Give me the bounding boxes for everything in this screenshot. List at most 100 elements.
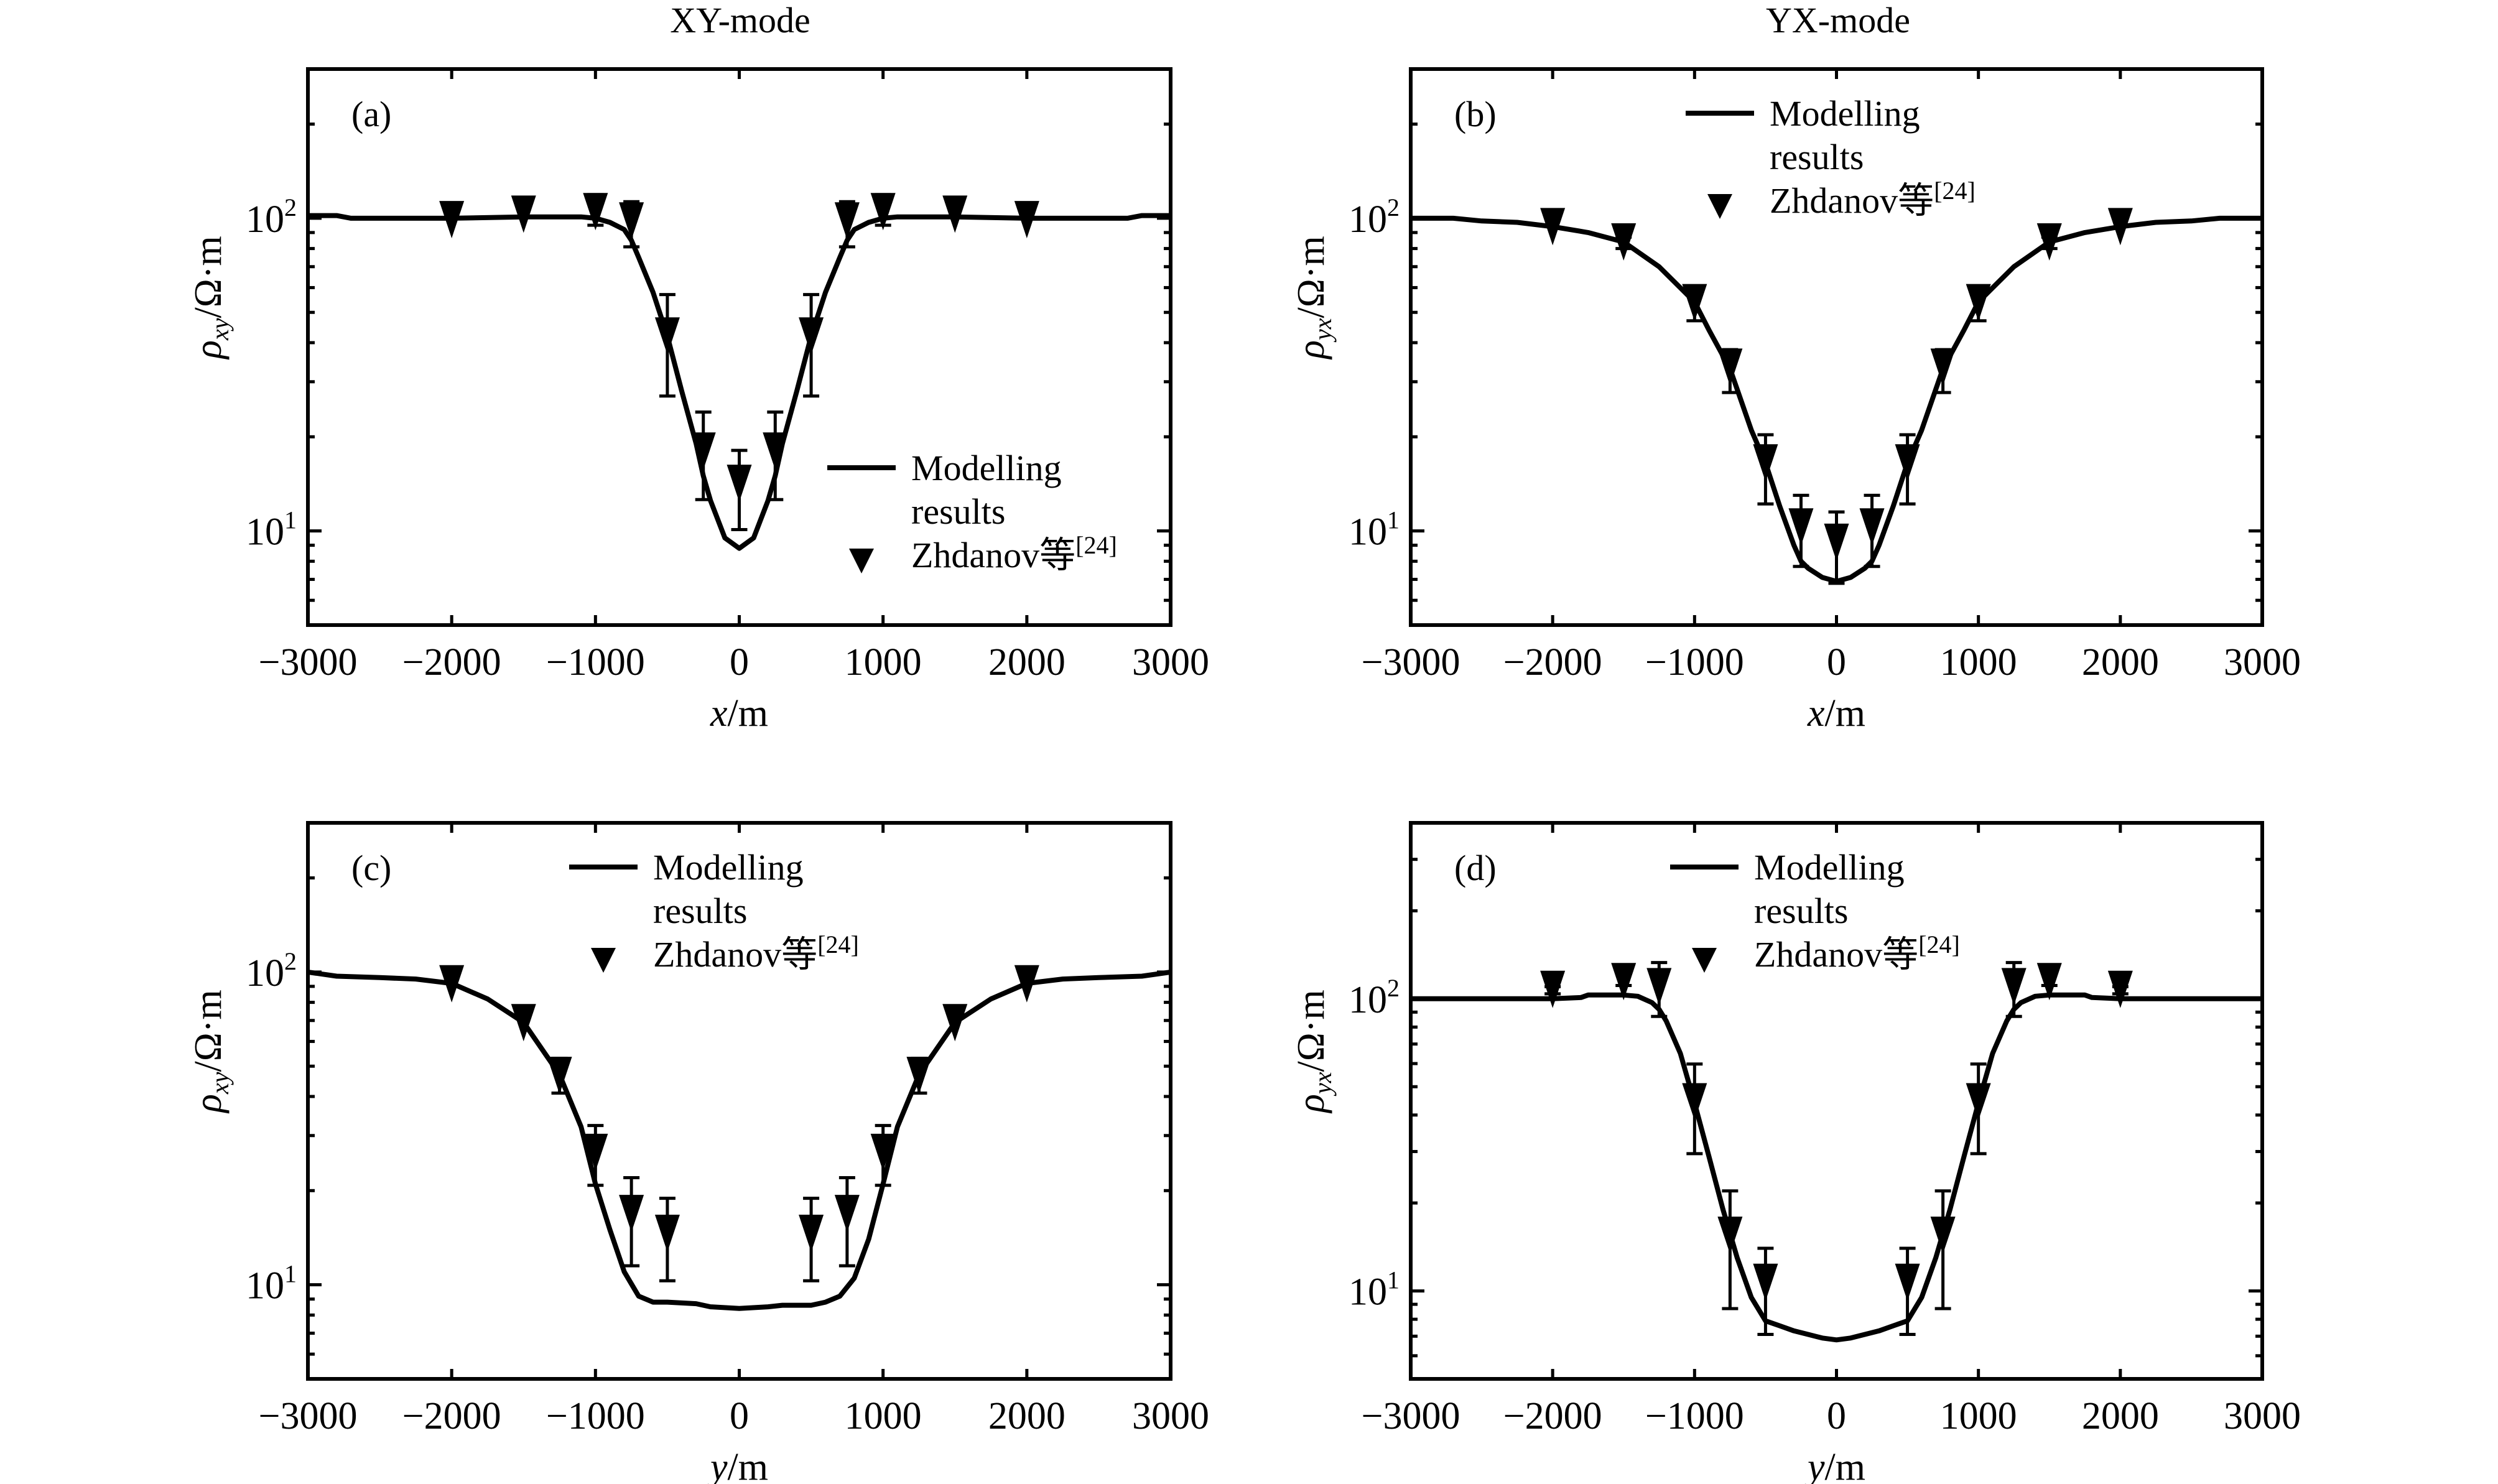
y-tick-label: 101 <box>246 506 297 554</box>
x-tick-label: −3000 <box>1362 1395 1460 1437</box>
legend-marker-reference: [24] <box>817 930 859 958</box>
data-point-triangle <box>870 1133 896 1171</box>
y-tick-label: 101 <box>1349 506 1400 554</box>
x-tick-label: 3000 <box>1132 641 1209 684</box>
legend-marker-swatch <box>1692 948 1717 973</box>
data-point-triangle <box>583 1133 608 1171</box>
x-tick-label: 1000 <box>1940 1395 2017 1437</box>
data-point-triangle <box>1966 284 1991 322</box>
y-tick-exponent: 2 <box>1387 974 1400 1002</box>
panel-label: (c) <box>351 848 391 888</box>
data-point-triangle <box>1966 1083 1991 1121</box>
column-title-xy-mode: XY-mode <box>670 0 810 40</box>
y-axis-unit: /Ω·m <box>1290 990 1332 1072</box>
y-axis-label: ρyx/Ω·m <box>1290 236 1337 359</box>
y-tick-base: 10 <box>246 952 284 995</box>
data-point-triangle <box>1930 348 1956 386</box>
data-point-triangle <box>763 432 788 470</box>
legend-marker-reference: [24] <box>1934 177 1976 205</box>
legend-label-results: results <box>653 891 747 931</box>
y-tick-exponent: 2 <box>284 947 297 975</box>
modelling-curve <box>1411 992 2262 1343</box>
data-point-triangle <box>1717 1217 1743 1254</box>
legend-label-results: results <box>1770 137 1864 177</box>
legend-marker-name: Zhdanov等 <box>911 535 1075 575</box>
x-tick-label: 2000 <box>988 1395 1066 1437</box>
data-point-triangle <box>547 1057 572 1095</box>
legend-label-zhdanov: Zhdanov等[24] <box>1770 177 1976 221</box>
x-tick-label: 0 <box>730 641 749 684</box>
x-tick-label: −2000 <box>1503 641 1602 684</box>
y-axis-unit: /Ω·m <box>187 990 230 1072</box>
y-axis-variable: ρ <box>187 340 230 360</box>
data-point-triangle <box>619 1195 644 1233</box>
data-point-triangle <box>654 1215 680 1253</box>
x-tick-label: 3000 <box>2224 641 2301 684</box>
data-point-triangle <box>1014 965 1039 1003</box>
panel-a: −3000 −2000 −1000 0 1000 2000 3000101102(a)x/m… <box>187 67 1209 735</box>
y-axis-label: ρxy/Ω·m <box>187 990 234 1113</box>
x-tick-label: 2000 <box>2082 641 2159 684</box>
y-axis-unit: /Ω·m <box>187 236 230 318</box>
x-axis-unit: /m <box>728 1446 768 1484</box>
y-axis-subscript: xy <box>206 1072 234 1095</box>
data-point-triangle <box>511 195 536 233</box>
y-tick-label: 102 <box>1349 193 1400 241</box>
data-point-triangle <box>942 1004 968 1042</box>
y-tick-base: 10 <box>1349 1271 1387 1314</box>
y-tick-exponent: 2 <box>284 193 297 221</box>
x-tick-label: 0 <box>730 1395 749 1437</box>
x-axis-label: y/m <box>1804 1446 1865 1484</box>
data-point-triangle <box>2107 208 2133 246</box>
axes-frame <box>1409 821 2264 1381</box>
data-point-triangle <box>834 202 860 240</box>
y-axis-variable: ρ <box>187 1094 230 1114</box>
legend-label-results: results <box>1754 891 1848 931</box>
x-tick-label: −2000 <box>402 1395 501 1437</box>
y-tick-label: 102 <box>1349 974 1400 1021</box>
x-axis-variable: y <box>707 1446 728 1484</box>
data-point-triangle <box>799 317 824 355</box>
x-tick-label: 0 <box>1827 1395 1846 1437</box>
panel-b: −3000 −2000 −1000 0 1000 2000 3000101102(b)x/m… <box>1290 67 2301 735</box>
data-point-triangle <box>834 1195 860 1233</box>
data-layer <box>308 193 1171 551</box>
data-point-triangle <box>654 317 680 355</box>
data-point-triangle <box>1930 1217 1956 1254</box>
y-axis-variable: ρ <box>1290 340 1332 360</box>
data-point-triangle <box>1682 1083 1707 1121</box>
y-tick-base: 10 <box>1349 511 1387 554</box>
data-point-triangle <box>1717 348 1743 386</box>
y-axis-label: ρxy/Ω·m <box>187 236 234 359</box>
legend-label-results: results <box>911 491 1005 532</box>
data-point-triangle <box>439 965 465 1003</box>
x-tick-label: 2000 <box>988 641 1066 684</box>
x-tick-label: 3000 <box>2224 1395 2301 1437</box>
data-layer <box>308 965 1171 1311</box>
axes-frame <box>1409 67 2264 627</box>
x-tick-label: −3000 <box>259 641 358 684</box>
data-point-triangle <box>1859 508 1885 546</box>
x-tick-label: −1000 <box>1645 1395 1744 1437</box>
x-tick-label: −2000 <box>402 641 501 684</box>
data-point-triangle <box>1682 284 1707 322</box>
legend-marker-reference: [24] <box>1918 930 1960 958</box>
axes-frame <box>306 821 1172 1381</box>
data-point-triangle <box>690 432 716 470</box>
x-tick-label: −1000 <box>546 641 645 684</box>
panel-d: −3000 −2000 −1000 0 1000 2000 3000101102(d)y/m… <box>1290 821 2301 1484</box>
legend-marker-name: Zhdanov等 <box>653 934 817 975</box>
x-tick-label: 1000 <box>845 641 922 684</box>
x-tick-label: 2000 <box>2082 1395 2159 1437</box>
data-point-triangle <box>1788 508 1814 546</box>
legend-label-modelling: Modelling <box>1770 93 1920 134</box>
legend-label-modelling: Modelling <box>653 847 804 888</box>
y-tick-label: 102 <box>246 947 297 995</box>
x-tick-label: −2000 <box>1503 1395 1602 1437</box>
y-axis-subscript: yx <box>1309 1072 1337 1097</box>
data-point-triangle <box>1611 963 1637 1001</box>
legend-marker-swatch <box>849 549 874 573</box>
